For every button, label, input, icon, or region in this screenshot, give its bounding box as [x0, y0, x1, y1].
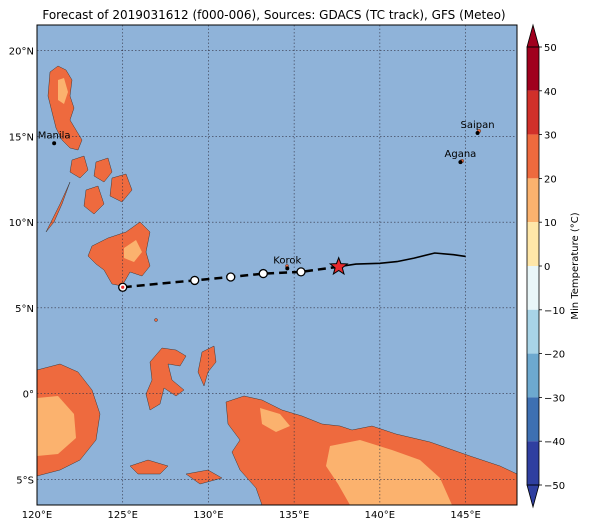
city-marker	[458, 160, 463, 165]
city-label: Manila	[38, 130, 71, 141]
city-marker	[285, 266, 290, 271]
city-marker	[52, 141, 57, 146]
tc-track-past	[338, 252, 466, 268]
colorbar-tick-label: 30	[544, 131, 557, 142]
lat-tick-label: 10°N	[9, 218, 34, 229]
colorbar-tick-label: −10	[544, 306, 565, 317]
colorbar-segment	[527, 441, 539, 485]
colorbar-label: Min Temperature (°C)	[570, 212, 581, 319]
city-label: Korok	[273, 255, 301, 266]
lon-tick-label: 125°E	[108, 510, 138, 521]
city-label: Saipan	[461, 120, 495, 131]
colorbar-tick-label: −30	[544, 393, 565, 404]
lon-tick-label: 145°E	[450, 510, 480, 521]
map-frame	[36, 24, 518, 506]
forecast-point	[296, 267, 306, 277]
colorbar-segment	[527, 47, 539, 91]
colorbar-segment	[527, 266, 539, 310]
colorbar-segment	[527, 90, 539, 135]
forecast-point	[258, 268, 268, 279]
lat-tick-label: 15°N	[9, 132, 34, 143]
lon-tick-label: 130°E	[193, 510, 223, 521]
lon-tick-label: 120°E	[22, 510, 52, 521]
colorbar-segment	[527, 222, 539, 266]
map-title: Forecast of 2019031612 (f000-006), Sourc…	[42, 8, 506, 22]
colorbar-tick-label: 0	[544, 262, 550, 273]
current-position-star	[328, 256, 349, 276]
colorbar-tick-label: 10	[544, 218, 557, 229]
colorbar-segment	[527, 309, 539, 354]
lat-tick-label: 20°N	[9, 47, 34, 58]
colorbar-segment	[527, 178, 539, 223]
colorbar-tick-label: −40	[544, 437, 565, 448]
city-marker	[475, 131, 480, 135]
colorbar-tick-label: 50	[544, 43, 557, 54]
luzon-island	[47, 65, 83, 151]
colorbar-min-extension	[526, 484, 540, 509]
colorbar: 50 40 30 20 10 0 −10 −20 −30 −40 −50	[526, 23, 565, 509]
colorbar-tick-label: 20	[544, 174, 557, 185]
colorbar-segment	[527, 353, 539, 398]
lon-tick-label: 135°E	[279, 510, 309, 521]
land-masses	[37, 65, 517, 505]
colorbar-segment	[527, 134, 539, 179]
forecast-endpoint-dot	[121, 285, 125, 289]
mindanao-island	[87, 221, 151, 287]
lon-tick-label: 140°E	[365, 510, 395, 521]
forecast-point	[190, 275, 200, 286]
colorbar-tick-label: −50	[544, 481, 565, 492]
colorbar-segment	[527, 397, 539, 442]
lat-tick-label: 5°S	[16, 475, 34, 486]
lat-tick-label: 5°N	[15, 304, 34, 315]
graticule	[37, 25, 517, 505]
forecast-point	[226, 272, 236, 282]
colorbar-tick-label: 40	[544, 87, 557, 98]
colorbar-tick-label: −20	[544, 350, 565, 361]
colorbar-max-extension	[526, 23, 540, 48]
lat-tick-label: 0°	[23, 390, 34, 401]
city-label: Agana	[445, 149, 477, 160]
